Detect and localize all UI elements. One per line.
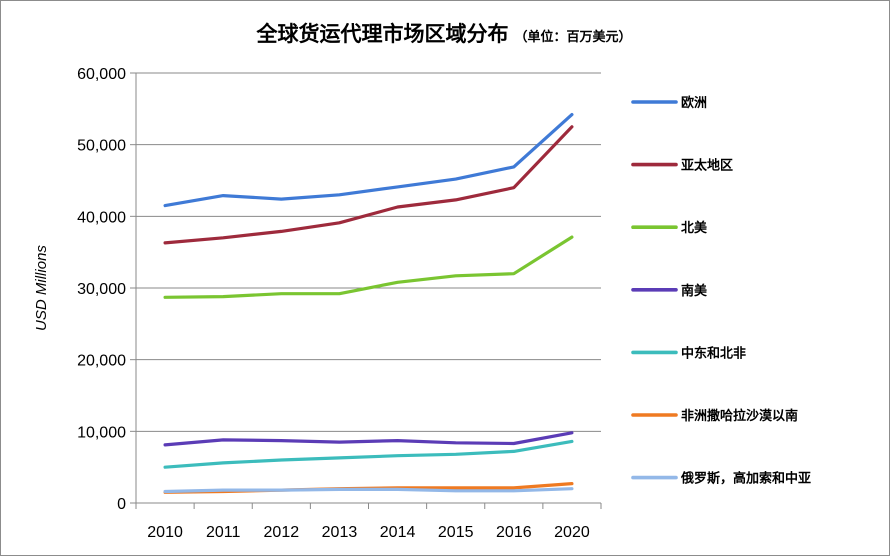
y-tick-label: 10,000 [77,424,126,441]
x-tick-label: 2016 [496,524,532,541]
legend-label: 欧洲 [681,95,707,111]
legend-label: 中东和北非 [681,345,746,361]
y-tick-labels: 0 10,000 20,000 30,000 40,000 50,000 60,000 [77,66,126,513]
series-line [163,112,574,208]
x-tick-label: 2010 [147,524,183,541]
legend-label: 北美 [681,220,708,236]
x-tick-labels: 2010 2011 2012 2013 2014 2015 2016 2020 [147,524,590,541]
series-line [163,439,574,469]
gridlines [136,72,601,432]
series-line [163,235,574,299]
x-tick-label: 2020 [554,524,590,541]
y-tick-label: 0 [117,496,126,513]
x-tick-label: 2015 [438,524,474,541]
series-line [163,431,574,447]
x-tick-label: 2012 [264,524,300,541]
chart-title: 全球货运代理市场区域分布 [256,22,509,46]
legend-label: 俄罗斯，高加索和中亚 [680,471,811,487]
chart-title-block: 全球货运代理市场区域分布 （单位：百万美元） [0,18,888,48]
series-line [163,125,574,245]
chart-subtitle: （单位：百万美元） [514,30,632,45]
legend-label: 亚太地区 [681,158,733,174]
y-tick-label: 50,000 [77,138,126,155]
x-tick-label: 2011 [206,524,241,541]
axes [130,72,602,509]
y-axis-label: USD Millions [33,245,50,331]
y-tick-label: 20,000 [77,353,126,370]
legend-label: 非洲撒哈拉沙漠以南 [681,408,798,424]
series-lines [163,112,574,494]
legend-label: 南美 [681,283,708,299]
x-tick-label: 2014 [380,524,416,541]
series-line [163,487,574,494]
y-tick-label: 60,000 [77,66,126,83]
y-tick-label: 30,000 [77,281,126,298]
y-tick-label: 40,000 [77,209,126,226]
x-tick-label: 2013 [322,524,358,541]
